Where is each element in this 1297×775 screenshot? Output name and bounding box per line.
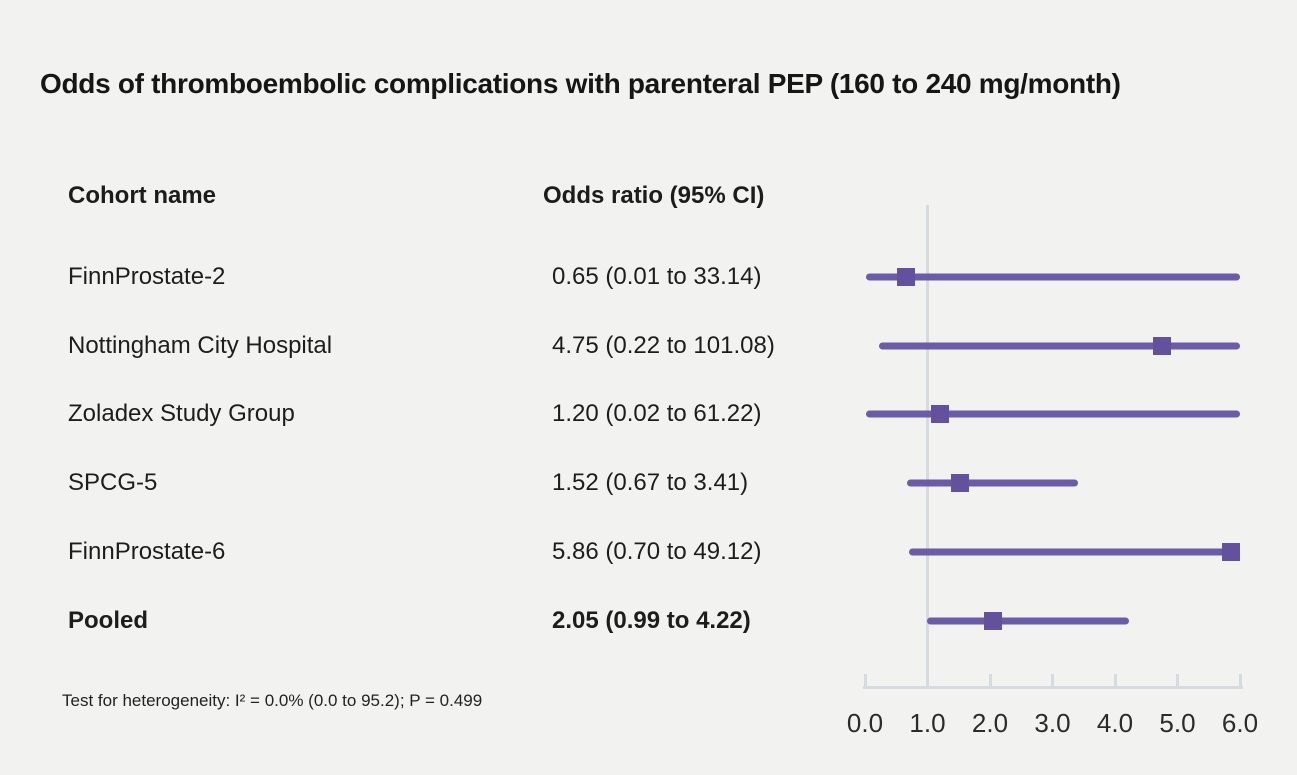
row-label: FinnProstate-2 (68, 263, 226, 290)
axis-tick (926, 674, 929, 687)
ci-line (865, 273, 1240, 281)
row-label: Pooled (68, 607, 149, 634)
axis-tick-label: 3.0 (1034, 708, 1071, 738)
row-value: 0.65 (0.01 to 33.14) (552, 263, 762, 290)
axis-tick-label: 1.0 (909, 708, 946, 738)
axis-line (863, 686, 1243, 689)
reference-line (926, 205, 929, 688)
row-value: 5.86 (0.70 to 49.12) (552, 538, 762, 565)
axis-tick (988, 674, 992, 687)
or-marker (1222, 543, 1241, 561)
axis-tick-label: 2.0 (971, 708, 1009, 738)
ci-line (926, 617, 1129, 625)
axis-tick (1113, 674, 1117, 687)
or-marker (896, 268, 915, 286)
row-value: 1.52 (0.67 to 3.41) (552, 469, 749, 496)
axis-tick-label: 4.0 (1096, 708, 1134, 738)
row-label: Zoladex Study Group (68, 400, 295, 427)
row-label: Nottingham City Hospital (68, 332, 333, 359)
or-marker (931, 405, 949, 423)
heterogeneity-note: Test for heterogeneity: I² = 0.0% (0.0 t… (62, 691, 483, 710)
chart-title: Odds of thromboembolic complications wit… (40, 68, 1121, 99)
axis-tick (863, 674, 867, 687)
axis-tick-label: 6.0 (1221, 708, 1259, 738)
row-value: 1.20 (0.02 to 61.22) (552, 400, 762, 427)
or-marker (984, 612, 1003, 630)
axis-tick (1051, 674, 1054, 687)
row-label: SPCG-5 (68, 469, 158, 496)
or-marker (951, 474, 969, 492)
axis-tick-label: 0.0 (846, 708, 884, 738)
column-header-cohort: Cohort name (68, 182, 217, 209)
axis-tick-label: 5.0 (1159, 708, 1196, 738)
ci-line (906, 479, 1079, 487)
row-value: 2.05 (0.99 to 4.22) (552, 607, 751, 634)
ci-line (878, 342, 1240, 350)
ci-line (908, 548, 1240, 556)
axis-tick (1176, 674, 1179, 687)
row-label: FinnProstate-6 (68, 538, 226, 565)
or-marker (1152, 337, 1171, 355)
column-header-odds-ratio: Odds ratio (95% CI) (543, 182, 765, 209)
row-value: 4.75 (0.22 to 101.08) (552, 332, 775, 359)
ci-line (866, 410, 1240, 418)
axis-tick (1238, 674, 1242, 687)
